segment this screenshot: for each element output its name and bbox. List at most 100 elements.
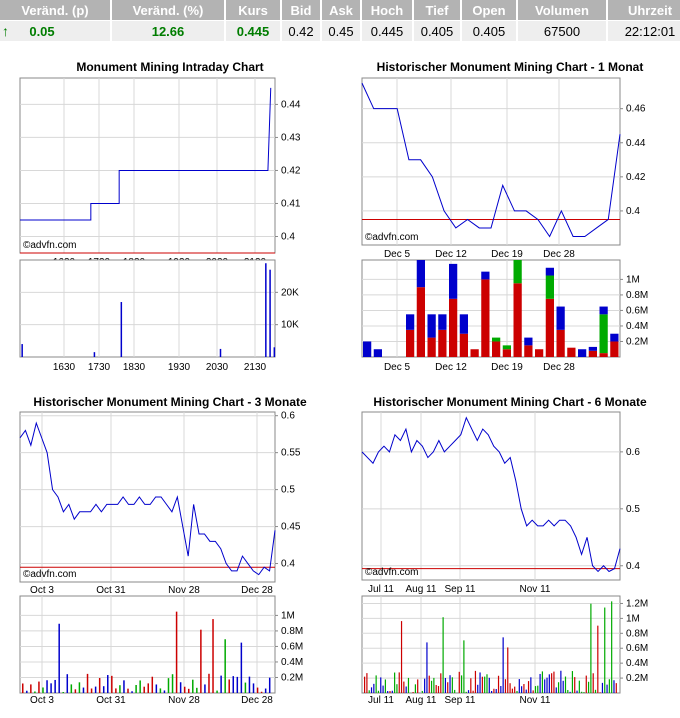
month-volume-bar — [373, 349, 382, 357]
intraday-volume-xtick-label: 1630 — [53, 362, 76, 373]
intraday-volume-xtick-label: 2130 — [244, 362, 267, 373]
three-months-volume-bar — [268, 677, 271, 693]
three-months-volume-bar — [204, 684, 206, 693]
month-volume-bar — [524, 337, 533, 346]
six-months-volume-bar — [387, 691, 389, 693]
six-months-volume-bar — [442, 617, 444, 693]
six-months-volume-bar — [544, 679, 546, 693]
three-months-volume-bar — [135, 685, 137, 693]
six-months-volume-bar — [470, 678, 472, 693]
three-months-xtick-label: Dec 28 — [241, 585, 273, 596]
three-months-volume-plot-frame — [19, 595, 276, 694]
six-months-volume-bar — [389, 691, 391, 693]
six-months-volume-bar — [394, 672, 396, 693]
three-months-volume-bar — [38, 681, 40, 693]
header-low: Tief — [413, 0, 462, 21]
three-months-volume-bar — [26, 690, 28, 693]
three-months-volume-xtick-label: Nov 28 — [168, 695, 200, 706]
six-months-volume-bar — [454, 689, 456, 693]
month-volume-bar — [492, 337, 501, 342]
three-months-volume-ytick-label: 0.8M — [281, 626, 303, 637]
six-months-volume-bar — [467, 690, 470, 693]
intraday-volume-bar — [120, 302, 123, 357]
three-months-volume-ytick-label: 0.4M — [281, 657, 303, 668]
six-months-volume-bar — [514, 686, 516, 693]
three-months-volume-bar — [264, 688, 267, 693]
six-months-volume-bar — [574, 677, 576, 693]
six-months-volume-bar — [417, 679, 419, 693]
six-months-volume-bar — [546, 677, 548, 693]
six-months-volume-bar — [581, 691, 583, 693]
three-months-volume-bar — [248, 676, 251, 693]
three-months-volume-bar — [42, 687, 44, 693]
change-p-cell: ↑ 0.05 — [0, 20, 112, 41]
month-price-line — [361, 82, 621, 238]
six-months-volume-bar — [601, 682, 604, 693]
six-months-volume-bar — [407, 677, 410, 693]
six-months-volume-bar — [465, 691, 467, 693]
intraday-watermark: ©advfn.com — [23, 240, 77, 251]
three-months-volume-bar — [200, 629, 202, 693]
six-months-volume-bar — [474, 670, 477, 693]
six-months-volume-bar — [460, 675, 463, 693]
three-months-watermark: ©advfn.com — [23, 569, 77, 580]
three-months-volume-bar — [82, 687, 85, 693]
month-volume-bar — [524, 345, 533, 357]
three-months-volume-xtick-label: Oct 31 — [96, 695, 126, 706]
six-months-volume-bar — [590, 603, 592, 693]
six-months-volume-bar — [495, 689, 497, 693]
six-months-xtick-label: Jul 11 — [368, 584, 394, 595]
intraday-price-line — [20, 87, 272, 221]
six-months-volume-bar — [398, 672, 400, 693]
six-months-volume-bar — [451, 677, 453, 693]
six-months-volume-bar — [370, 687, 373, 693]
ask-value: 0.45 — [321, 20, 362, 41]
month-volume-bar — [599, 353, 608, 357]
six-months-volume-bar — [541, 671, 543, 693]
three-months-volume-bar — [70, 684, 73, 693]
six-months-volume-bar — [449, 675, 451, 693]
month-price-ytick-label: 0.46 — [626, 104, 646, 115]
six-months-xtick-label: Aug 11 — [406, 584, 437, 595]
six-months-volume-bar — [532, 690, 534, 693]
header-change-p: Veränd. (p) — [0, 0, 112, 21]
six-months-volume-bar — [557, 682, 560, 693]
intraday-volume-ytick-label: 10K — [281, 320, 299, 331]
intraday-volume-bar — [265, 263, 267, 357]
three-months-volume-bar — [131, 691, 133, 693]
quote-value-row: ↑ 0.05 12.66 0.445 0.42 0.45 0.445 0.405 … — [0, 20, 680, 41]
three-months-volume-ytick-label: 1M — [281, 610, 295, 621]
intraday-chart-title: Monument Mining Intraday Chart — [76, 60, 264, 74]
three-months-volume-bar — [78, 682, 81, 693]
six-months-volume-bar — [548, 674, 550, 693]
three-months-volume-bar — [86, 673, 89, 693]
six-months-volume-bar — [578, 680, 580, 693]
six-months-xtick-label: Sep 11 — [445, 584, 476, 595]
six-months-volume-bar — [433, 677, 435, 693]
intraday-volume-xtick-label: 1730 — [88, 362, 111, 373]
six-months-volume-bar — [504, 679, 507, 693]
six-months-volume-bar — [500, 686, 502, 693]
six-months-volume-bar — [608, 679, 610, 693]
month-volume-bar — [545, 267, 554, 276]
three-months-price-line — [19, 421, 276, 576]
month-price-ytick-label: 0.44 — [626, 138, 646, 149]
six-months-volume-ytick-label: 1.2M — [626, 598, 648, 609]
six-months-volume-bar — [585, 675, 587, 693]
three-months-volume-bar — [30, 684, 32, 693]
six-months-volume-bar — [488, 677, 490, 693]
intraday-volume-xtick-label: 1830 — [123, 362, 146, 373]
header-price: Kurs — [225, 0, 282, 21]
three-months-volume-bar — [102, 686, 105, 693]
month-xtick-label: Dec 5 — [384, 249, 411, 260]
month-volume-bar — [416, 287, 425, 357]
header-ask: Ask — [321, 0, 362, 21]
six-months-volume-bar — [477, 684, 479, 693]
three-months-volume-bar — [175, 611, 178, 693]
three-months-volume-bar — [240, 642, 243, 693]
six-months-volume-bar — [400, 621, 403, 693]
month-volume-bar — [406, 329, 415, 357]
three-months-volume-bar — [183, 686, 186, 693]
month-volume-bar — [535, 349, 544, 357]
month-volume-ytick-label: 0.4M — [626, 321, 648, 332]
